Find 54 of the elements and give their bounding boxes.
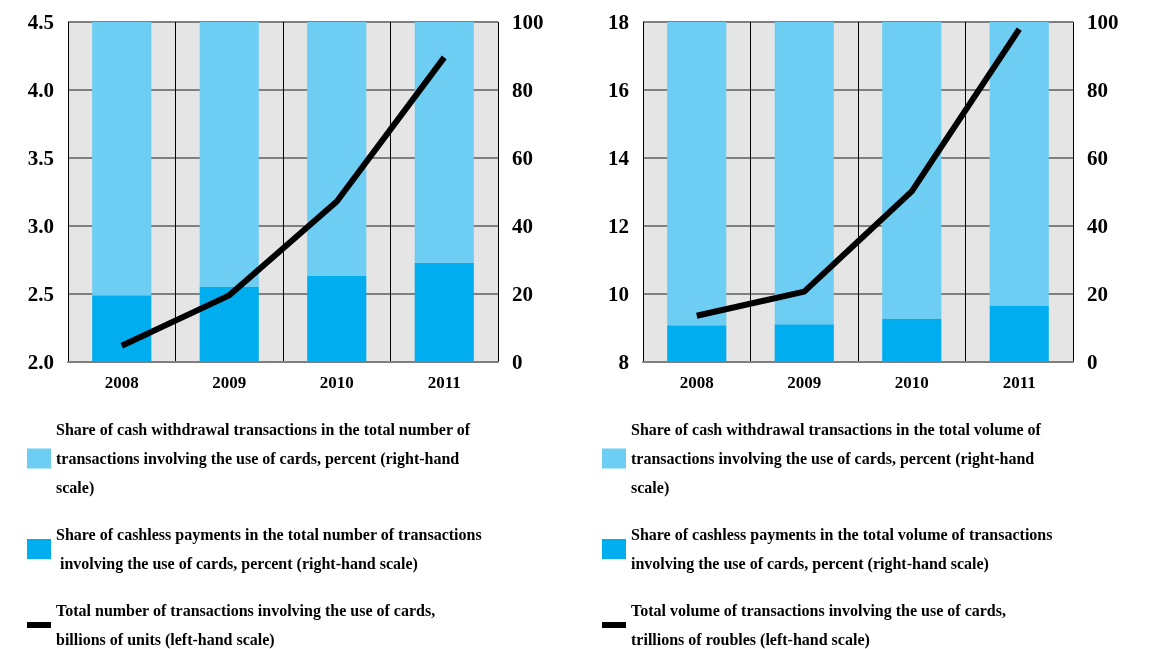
x-tick-label: 2010	[894, 373, 929, 392]
bar	[92, 22, 152, 296]
bar	[882, 318, 942, 362]
x-tick-label: 2011	[1002, 373, 1036, 392]
x-tick-label: 2008	[679, 373, 714, 392]
y-tick-label: 14	[608, 146, 630, 170]
bar	[774, 22, 834, 325]
y2-tick-label: 40	[1087, 214, 1108, 238]
y2-tick-label: 80	[1087, 78, 1108, 102]
bar	[307, 22, 367, 276]
y-tick-label: 3.5	[27, 146, 54, 170]
y-tick-label: 2.5	[27, 282, 54, 306]
y2-tick-label: 0	[512, 350, 523, 374]
y-tick-label: 12	[608, 214, 629, 238]
bar	[667, 22, 727, 326]
legend-label: Total volume of transactions involving the use of cards, trillions of roubles (left-hand scale)	[631, 602, 1010, 649]
bar	[414, 262, 474, 362]
legend-label: Share of cash withdrawal transactions in the total volume of transactions involving the use of cards, percent (right-hand scale)	[631, 421, 1045, 497]
bar	[882, 22, 942, 319]
legend-label: Total number of transactions involving the use of cards, billions of units (left-hand scale)	[56, 602, 440, 649]
legend-label: Share of cashless payments in the total number of transactions involving the use of cards, percent (right-hand scale)	[56, 526, 482, 573]
y2-tick-label: 100	[1087, 10, 1119, 34]
x-tick-label: 2010	[319, 373, 354, 392]
y-tick-label: 16	[608, 78, 629, 102]
legend-label: Share of cash withdrawal transactions in the total number of transactions involving the use of cards, percent (right-hand scale)	[56, 421, 475, 497]
y-tick-label: 10	[608, 282, 629, 306]
y-tick-label: 2.0	[27, 350, 54, 374]
bar	[774, 324, 834, 362]
y-tick-label: 8	[618, 350, 629, 374]
y-tick-label: 4.0	[27, 78, 54, 102]
x-tick-label: 2008	[104, 373, 139, 392]
y2-tick-label: 20	[1087, 282, 1108, 306]
x-tick-label: 2011	[427, 373, 461, 392]
x-tick-label: 2009	[212, 373, 247, 392]
y2-tick-label: 80	[512, 78, 533, 102]
y2-tick-label: 60	[1087, 146, 1108, 170]
y-tick-label: 4.5	[27, 10, 54, 34]
y2-tick-label: 20	[512, 282, 533, 306]
bar	[414, 22, 474, 263]
bar	[199, 22, 259, 287]
y-tick-label: 18	[608, 10, 629, 34]
bar	[667, 325, 727, 362]
x-tick-label: 2009	[787, 373, 822, 392]
y2-tick-label: 60	[512, 146, 533, 170]
bar	[199, 286, 259, 362]
bar	[92, 295, 152, 362]
bar	[989, 22, 1049, 306]
bar	[307, 275, 367, 362]
y2-tick-label: 100	[512, 10, 544, 34]
legend-label: Share of cashless payments in the total volume of transactions involving the use of cards, percent (right-hand scale)	[631, 526, 1057, 573]
y2-tick-label: 40	[512, 214, 533, 238]
bar	[989, 305, 1049, 362]
y-tick-label: 3.0	[27, 214, 54, 238]
y2-tick-label: 0	[1087, 350, 1098, 374]
